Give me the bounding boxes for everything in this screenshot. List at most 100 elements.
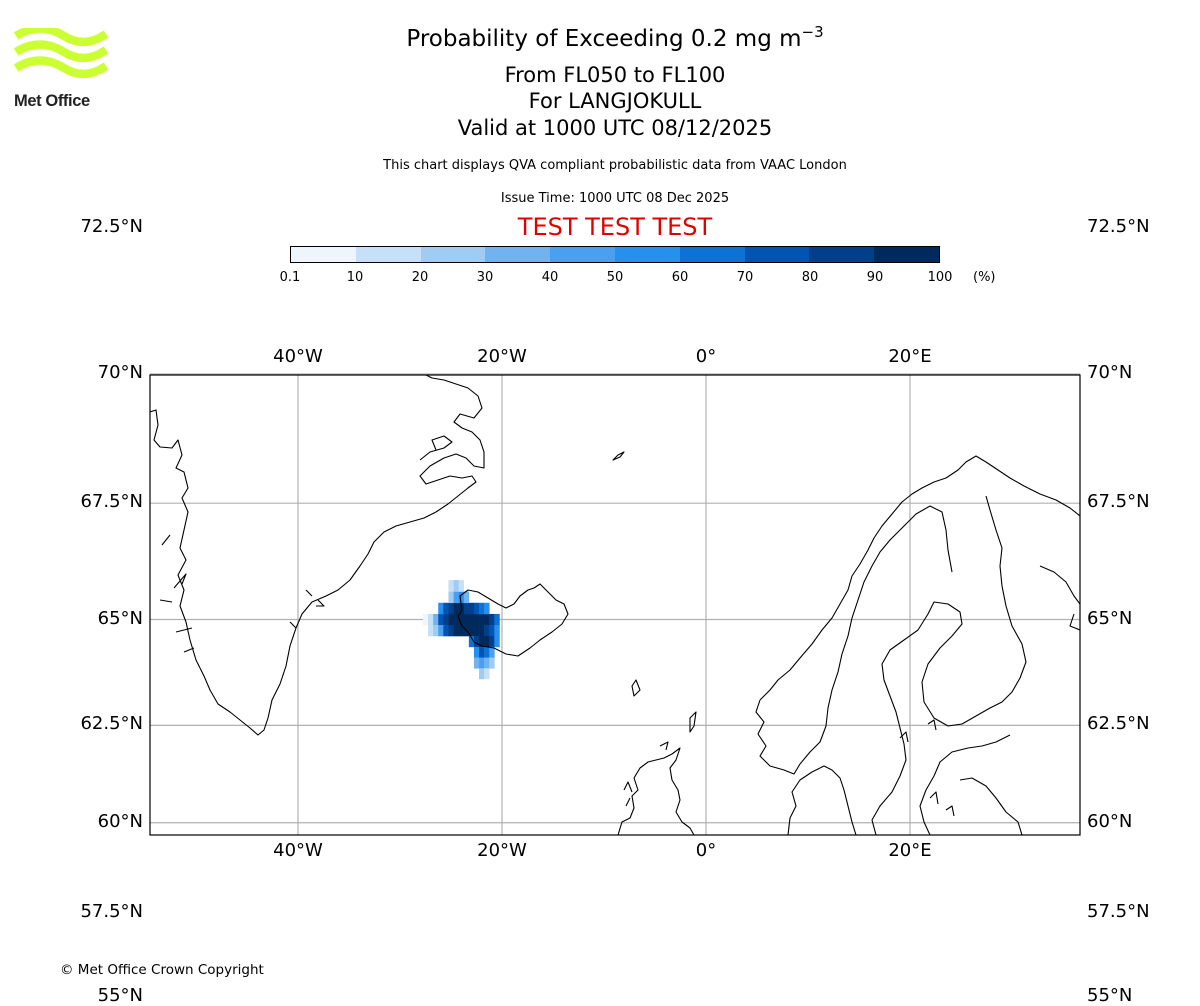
iceland-coast — [457, 583, 569, 657]
colorbar-segment — [550, 247, 615, 262]
colorbar-tick-label: 20 — [411, 270, 429, 285]
longitude-label-bottom: 20°W — [477, 840, 527, 861]
colorbar-tick-label: 10 — [346, 270, 364, 285]
plume-cell — [458, 625, 465, 637]
plume-cell — [443, 625, 449, 637]
longitude-label-top: 20°E — [888, 346, 932, 367]
plume-cell — [479, 602, 485, 615]
chart-description: This chart displays QVA compliant probab… — [383, 158, 847, 173]
colorbar-tick-label: 40 — [541, 270, 559, 285]
plume-cell — [458, 591, 465, 604]
latitude-label-right: 57.5°N — [1087, 900, 1150, 922]
colorbar-segment — [485, 247, 551, 262]
plume-cell — [433, 613, 439, 626]
plume-cell — [484, 657, 490, 669]
plume-cell — [438, 613, 444, 626]
colorbar-segment — [291, 247, 356, 262]
colorbar-segment — [809, 247, 875, 262]
plume-cell — [489, 625, 495, 637]
plume-cell — [438, 625, 444, 637]
plume-cell — [494, 613, 500, 626]
longitude-label-bottom: 0° — [695, 840, 717, 861]
plume-cell — [479, 613, 485, 626]
met-office-wave-icon — [13, 24, 109, 79]
colorbar-unit: (%) — [973, 270, 996, 285]
plume-cell — [468, 602, 475, 615]
plume-cell — [489, 635, 495, 648]
colorbar-segment — [614, 247, 680, 262]
plume-cell — [473, 602, 480, 615]
plume-cell — [473, 635, 480, 648]
colorbar-tick-label: 80 — [801, 270, 819, 285]
test-banner: TEST TEST TEST — [517, 213, 713, 241]
kola-coast — [1039, 565, 1080, 631]
plume-cell — [463, 613, 470, 626]
latitude-label-left: 72.5°N — [80, 216, 143, 238]
faroe-coast — [631, 679, 641, 697]
colorbar-tick-label: 100 — [927, 270, 953, 285]
colorbar-segment — [355, 247, 421, 262]
latitude-label-right: 65°N — [1087, 607, 1133, 629]
plume-cell — [453, 613, 459, 626]
plume-cell — [422, 613, 429, 626]
plume-cell — [458, 580, 465, 592]
jan-mayen-coast — [612, 451, 625, 461]
latitude-label-left: 65°N — [97, 607, 143, 629]
map-canvas — [149, 373, 1081, 836]
colorbar-tick-label: 70 — [736, 270, 754, 285]
latitude-label-right: 60°N — [1087, 810, 1133, 832]
plume-cell — [443, 613, 449, 626]
plume-cell — [468, 635, 475, 648]
plume-cell — [484, 668, 490, 680]
volcano-location: For LANGJOKULL — [528, 89, 702, 113]
plume-cell — [479, 625, 485, 637]
longitude-label-bottom: 40°W — [273, 840, 323, 861]
latitude-label-right: 62.5°N — [1087, 713, 1150, 735]
colorbar-tick-label: 50 — [606, 270, 624, 285]
probability-colorbar — [290, 246, 940, 263]
scotland-coast — [617, 747, 695, 835]
map-panel: 40°W 40°W 20°W 20°W 0° 0° 20°E 20°E 72.5°N 72.5°N… — [0, 216, 1200, 1006]
issue-time: Issue Time: 1000 UTC 08 Dec 2025 — [500, 191, 730, 206]
greenland-coast — [150, 375, 485, 736]
plume-cell — [428, 613, 434, 626]
latitude-label-left: 57.5°N — [80, 900, 143, 922]
plume-cell — [473, 625, 480, 637]
plume-cell — [458, 613, 465, 626]
greenland-fjords — [159, 435, 453, 653]
plume-cell — [463, 602, 470, 615]
latitude-label-right: 72.5°N — [1087, 216, 1150, 238]
map-frame — [149, 374, 1081, 836]
latitude-label-left: 62.5°N — [80, 713, 143, 735]
latitude-label-right: 55°N — [1087, 985, 1133, 1006]
latitude-label-right: 70°N — [1087, 361, 1133, 383]
plume-cell — [479, 657, 485, 669]
latitude-label-right: 67.5°N — [1087, 491, 1150, 513]
plume-cell — [479, 635, 485, 648]
plume-cell — [484, 635, 490, 648]
plume-cell — [448, 580, 454, 592]
baltic-islands — [899, 719, 955, 817]
colorbar-tick-label: 60 — [671, 270, 689, 285]
plume-cell — [494, 635, 500, 648]
colorbar-segment — [420, 247, 486, 262]
baltic-coast — [871, 495, 1027, 835]
colorbar-segment — [874, 247, 939, 262]
plume-cell — [489, 646, 495, 658]
latitude-label-left: 60°N — [97, 810, 143, 832]
plume-cell — [484, 625, 490, 637]
plume-cell — [484, 602, 490, 615]
valid-time: Valid at 1000 UTC 08/12/2025 — [457, 116, 773, 140]
longitude-label-top: 0° — [695, 346, 717, 367]
plume-cell — [479, 646, 485, 658]
title-exponent: −3 — [801, 23, 824, 41]
plume-cell — [433, 625, 439, 637]
plume-cell — [453, 602, 459, 615]
orkney-hebrides — [623, 741, 669, 807]
plume-cell — [473, 613, 480, 626]
plume-cell — [484, 646, 490, 658]
plume-cell — [489, 657, 495, 669]
plume-cell — [443, 602, 449, 615]
plume-cell — [453, 580, 459, 592]
norway-west-coast — [755, 699, 801, 775]
